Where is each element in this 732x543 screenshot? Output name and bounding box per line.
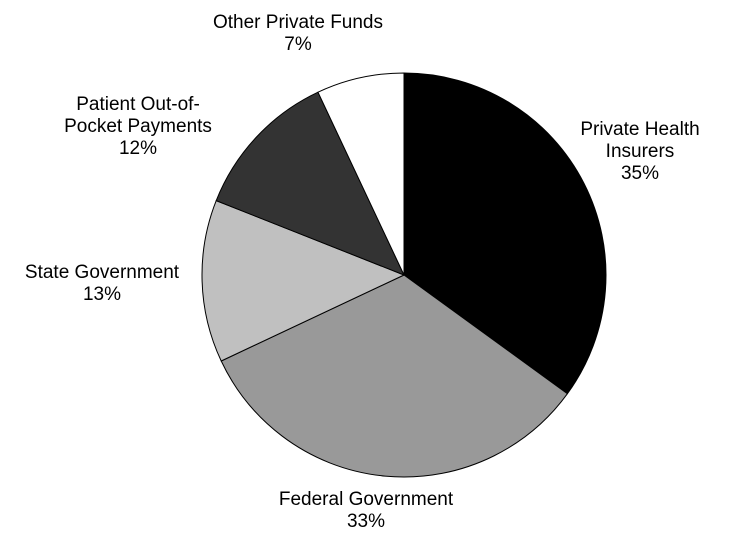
slice-label-text: Pocket Payments: [64, 116, 212, 137]
slice-value-label: 13%: [83, 284, 121, 305]
slice-label-text: Insurers: [606, 141, 675, 162]
slice-label-text: Federal Government: [279, 489, 454, 510]
pie-slice-3: [201, 200, 405, 362]
pie-slice-2: [220, 274, 568, 478]
slice-value-label: 35%: [621, 163, 659, 184]
slice-label-text: State Government: [25, 262, 180, 283]
slice-label-text: Private Health: [580, 119, 699, 140]
slice-label-text: Other Private Funds: [213, 12, 383, 33]
slice-label-text: Patient Out-of-: [76, 94, 200, 115]
slice-value-label: 7%: [284, 34, 312, 55]
slice-value-label: 12%: [119, 138, 157, 159]
pie-slice-5: [317, 72, 405, 276]
pie-slice-1: [403, 72, 607, 395]
pie-slice-4: [215, 91, 405, 276]
pie-slices: [201, 72, 607, 478]
slice-value-label: 33%: [347, 511, 385, 532]
